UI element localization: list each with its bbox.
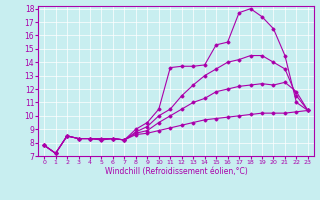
X-axis label: Windchill (Refroidissement éolien,°C): Windchill (Refroidissement éolien,°C) [105,167,247,176]
